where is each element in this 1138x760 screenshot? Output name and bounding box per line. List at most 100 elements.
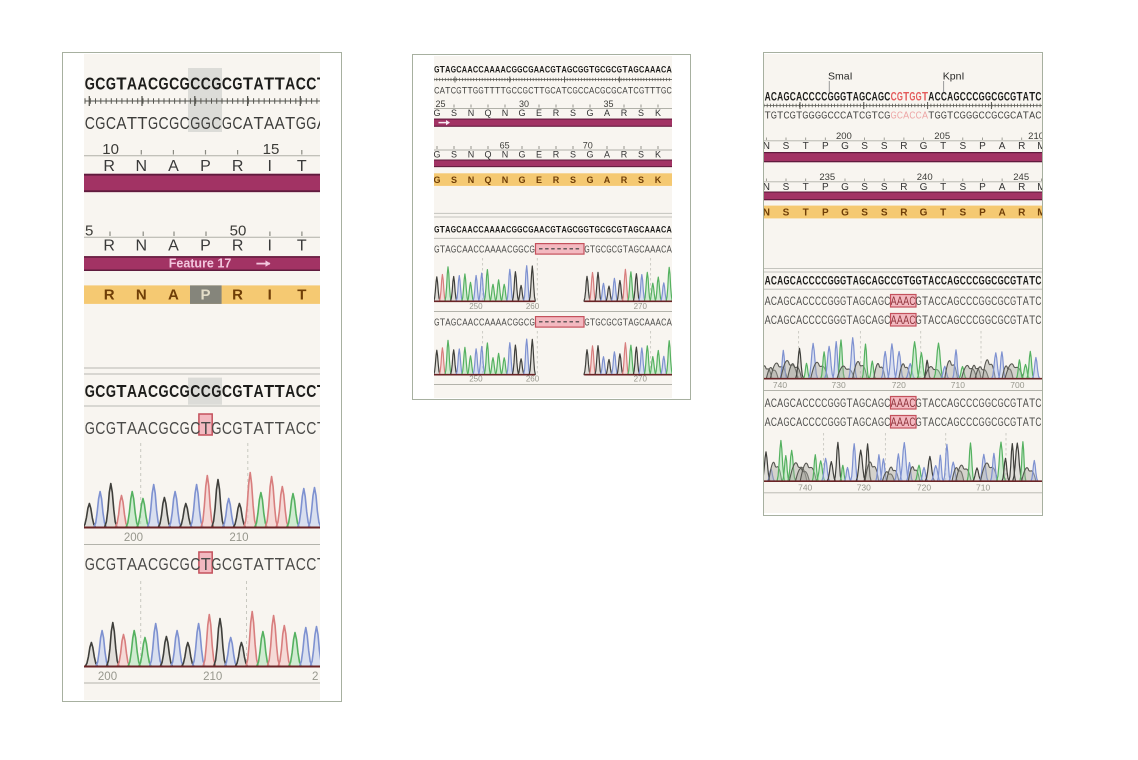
svg-text:G: G (878, 276, 884, 288)
svg-text:T: T (803, 182, 809, 193)
svg-text:C: C (456, 64, 461, 75)
svg-text:SmaI: SmaI (828, 70, 853, 82)
svg-text:C: C (809, 92, 815, 104)
svg-text:210: 210 (229, 532, 248, 544)
svg-text:C: C (909, 315, 915, 327)
svg-text:C: C (296, 74, 306, 94)
svg-text:P: P (979, 141, 986, 152)
svg-text:C: C (884, 296, 890, 308)
svg-text:T: T (317, 74, 320, 94)
svg-text:C: C (600, 64, 605, 75)
svg-text:A: A (796, 417, 802, 429)
svg-text:C: C (95, 418, 105, 438)
svg-text:G: G (578, 225, 583, 236)
svg-text:35: 35 (603, 99, 613, 109)
svg-text:C: C (434, 86, 439, 97)
svg-text:G: G (979, 315, 985, 327)
svg-text:T: T (1016, 417, 1022, 429)
svg-text:C: C (473, 64, 478, 75)
svg-text:G: G (790, 110, 796, 122)
svg-text:G: G (190, 113, 200, 133)
svg-text:P: P (979, 182, 986, 193)
svg-text:G: G (828, 315, 834, 327)
svg-text:A: A (467, 225, 472, 236)
svg-text:A: A (467, 64, 472, 75)
svg-text:C: C (479, 318, 484, 329)
svg-text:A: A (445, 245, 451, 256)
svg-text:A: A (897, 398, 903, 410)
svg-text:G: G (512, 225, 517, 236)
svg-text:C: C (821, 315, 827, 327)
svg-text:P: P (822, 141, 829, 152)
svg-text:Feature 17: Feature 17 (169, 257, 232, 271)
svg-text:T: T (440, 318, 445, 329)
svg-text:G: G (434, 108, 441, 118)
svg-text:G: G (606, 318, 611, 329)
svg-text:T: T (201, 554, 211, 574)
svg-text:K: K (655, 108, 661, 118)
svg-text:200: 200 (98, 671, 117, 683)
svg-text:A: A (285, 554, 295, 574)
svg-text:A: A (485, 318, 491, 329)
svg-text:G: G (897, 276, 903, 288)
svg-text:C: C (506, 64, 511, 75)
svg-text:C: C (661, 225, 666, 236)
svg-text:G: G (783, 276, 789, 288)
svg-text:T: T (495, 86, 500, 97)
svg-text:C: C (148, 381, 158, 401)
svg-text:15: 15 (263, 141, 280, 158)
svg-text:A: A (765, 398, 771, 410)
svg-text:S: S (570, 175, 576, 185)
svg-text:C: C (809, 417, 815, 429)
svg-text:200: 200 (836, 131, 852, 142)
svg-text:A: A (765, 417, 771, 429)
svg-text:G: G (180, 554, 190, 574)
svg-text:A: A (645, 245, 651, 256)
svg-text:C: C (507, 245, 512, 256)
svg-text:N: N (136, 286, 147, 303)
svg-text:A: A (928, 296, 934, 308)
svg-text:A: A (168, 286, 179, 303)
svg-text:C: C (802, 276, 808, 288)
svg-text:N: N (502, 175, 509, 185)
svg-text:C: C (572, 64, 577, 75)
svg-text:G: G (998, 296, 1004, 308)
svg-text:G: G (85, 418, 95, 438)
svg-text:T: T (922, 398, 928, 410)
svg-text:C: C (528, 86, 533, 97)
svg-text:P: P (200, 158, 211, 175)
svg-text:C: C (972, 417, 978, 429)
svg-text:C: C (1035, 110, 1041, 122)
svg-text:G: G (584, 225, 589, 236)
svg-text:G: G (528, 225, 533, 236)
svg-text:C: C (884, 92, 890, 104)
svg-text:S: S (783, 208, 790, 219)
svg-text:A: A (628, 245, 634, 256)
svg-text:T: T (440, 64, 445, 75)
svg-text:G: G (106, 554, 116, 574)
svg-text:270: 270 (634, 375, 648, 384)
svg-text:G: G (783, 315, 789, 327)
svg-text:N: N (468, 108, 475, 118)
svg-text:G: G (180, 381, 190, 401)
svg-text:T: T (116, 418, 126, 438)
svg-text:G: G (211, 418, 221, 438)
svg-text:G: G (633, 64, 638, 75)
svg-text:T: T (922, 276, 928, 288)
svg-text:S: S (861, 141, 868, 152)
svg-text:G: G (834, 398, 840, 410)
svg-text:T: T (137, 113, 147, 133)
svg-text:C: C (941, 276, 947, 288)
svg-text:G: G (434, 175, 441, 185)
svg-text:T: T (440, 225, 445, 236)
svg-text:C: C (473, 318, 478, 329)
svg-text:C: C (865, 398, 871, 410)
svg-text:C: C (523, 225, 528, 236)
svg-text:A: A (903, 315, 909, 327)
svg-text:G: G (617, 225, 622, 236)
svg-text:C: C (972, 398, 978, 410)
svg-text:N: N (136, 238, 148, 255)
svg-text:S: S (451, 175, 457, 185)
svg-text:K: K (655, 150, 661, 160)
svg-text:G: G (916, 398, 922, 410)
